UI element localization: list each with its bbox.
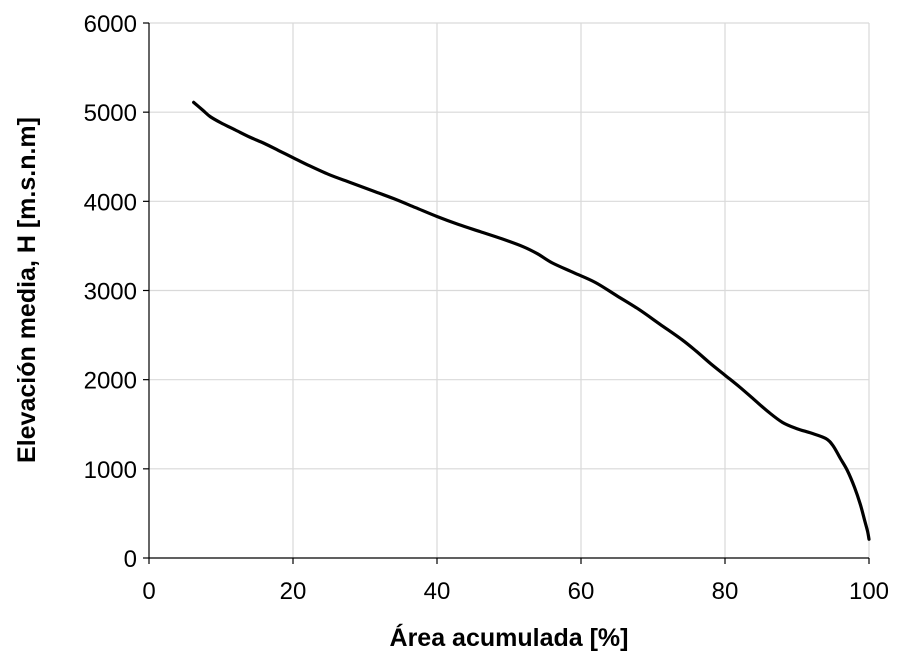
y-tick-label: 1000 [84, 457, 137, 484]
x-tick-label: 60 [568, 578, 595, 605]
series-layer [192, 100, 871, 541]
y-axis-title: Elevación media, H [m.s.n.m] [13, 117, 41, 463]
y-tick-label: 2000 [84, 368, 137, 395]
y-tick-label: 6000 [84, 11, 137, 38]
x-tick-label: 100 [849, 578, 889, 605]
axes [143, 22, 870, 564]
x-tick-label: 20 [280, 578, 307, 605]
gridlines [149, 22, 870, 558]
hypsometric-curve [192, 100, 871, 541]
y-tick-label: 0 [124, 546, 137, 573]
y-tick-label: 5000 [84, 100, 137, 127]
x-tick-label: 80 [712, 578, 739, 605]
y-tick-label: 4000 [84, 189, 137, 216]
y-tick-label: 3000 [84, 279, 137, 306]
x-tick-label: 0 [142, 578, 155, 605]
x-axis-title: Área acumulada [%] [390, 623, 629, 652]
x-tick-label: 40 [424, 578, 451, 605]
